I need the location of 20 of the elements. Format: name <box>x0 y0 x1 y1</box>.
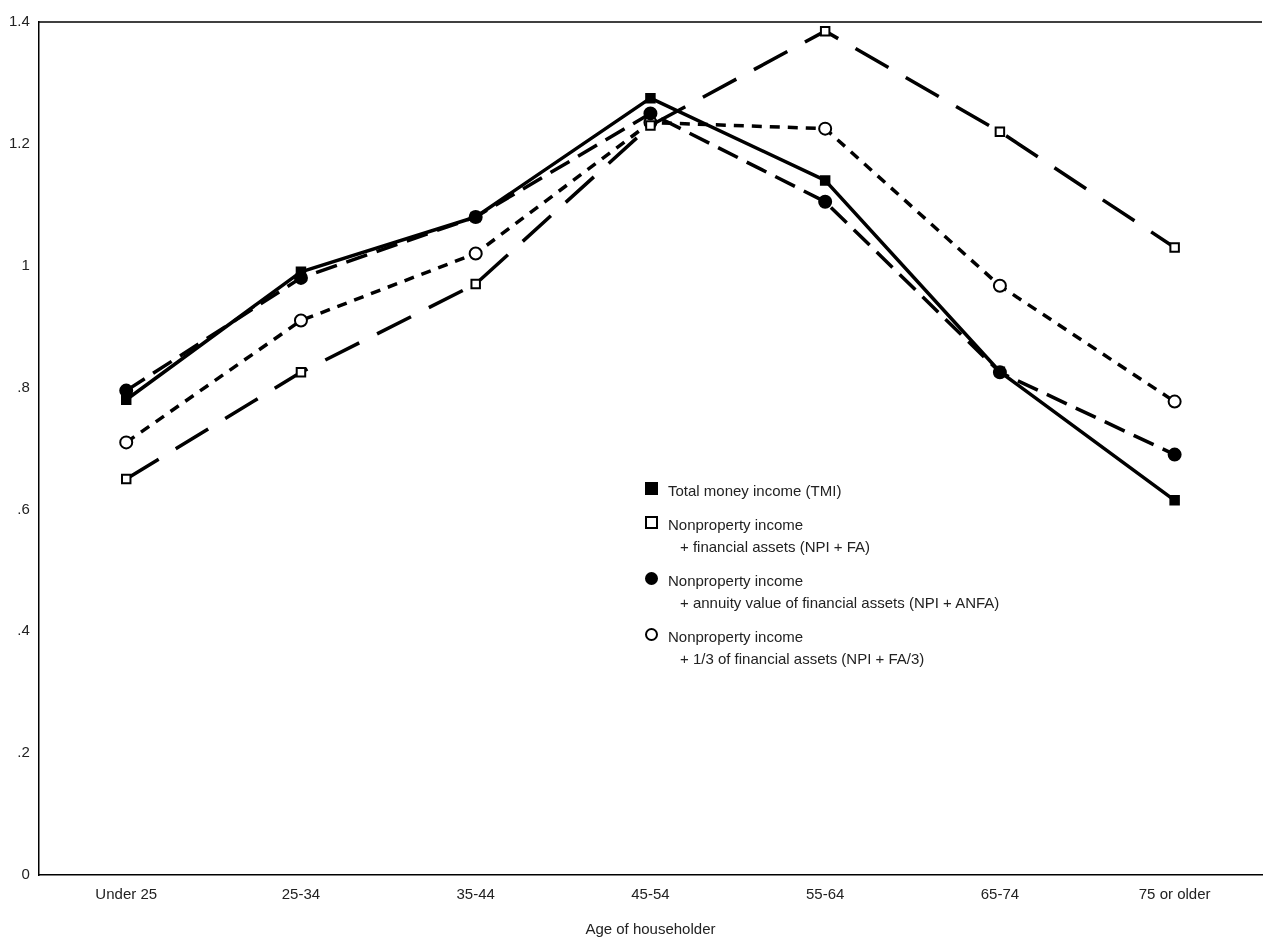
y-tick-label: 1.2 <box>8 134 30 151</box>
legend-label: Nonproperty income + annuity value of financial assets (NPI + ANFA) <box>668 571 1000 613</box>
x-tick-label: 55-64 <box>805 885 845 903</box>
y-tick-label: .2 <box>17 743 30 761</box>
legend-label: Total money income (TMI) <box>668 481 842 501</box>
x-tick-label: Under 25 <box>95 885 158 903</box>
legend-label: Nonproperty income + financial assets (NPI + FA) <box>668 515 871 557</box>
x-axis-title: Age of householder <box>585 920 716 938</box>
y-tick-label: 0 <box>21 865 30 883</box>
legend-label: Nonproperty income + 1/3 of financial assets (NPI + FA/3) <box>668 627 925 669</box>
x-tick-label: 45-54 <box>631 885 670 903</box>
x-tick-label: 35-44 <box>456 885 495 903</box>
y-tick-label: 1 <box>21 255 30 273</box>
x-tick-label: 65-74 <box>980 885 1020 903</box>
x-tick-label: 75 or older <box>1138 885 1211 903</box>
x-tick-label: 25-34 <box>281 885 321 903</box>
y-tick-label: .6 <box>17 499 30 517</box>
y-tick-label: .8 <box>17 377 30 395</box>
y-tick-label: 1.4 <box>8 12 30 30</box>
y-tick-label: .4 <box>17 621 30 639</box>
